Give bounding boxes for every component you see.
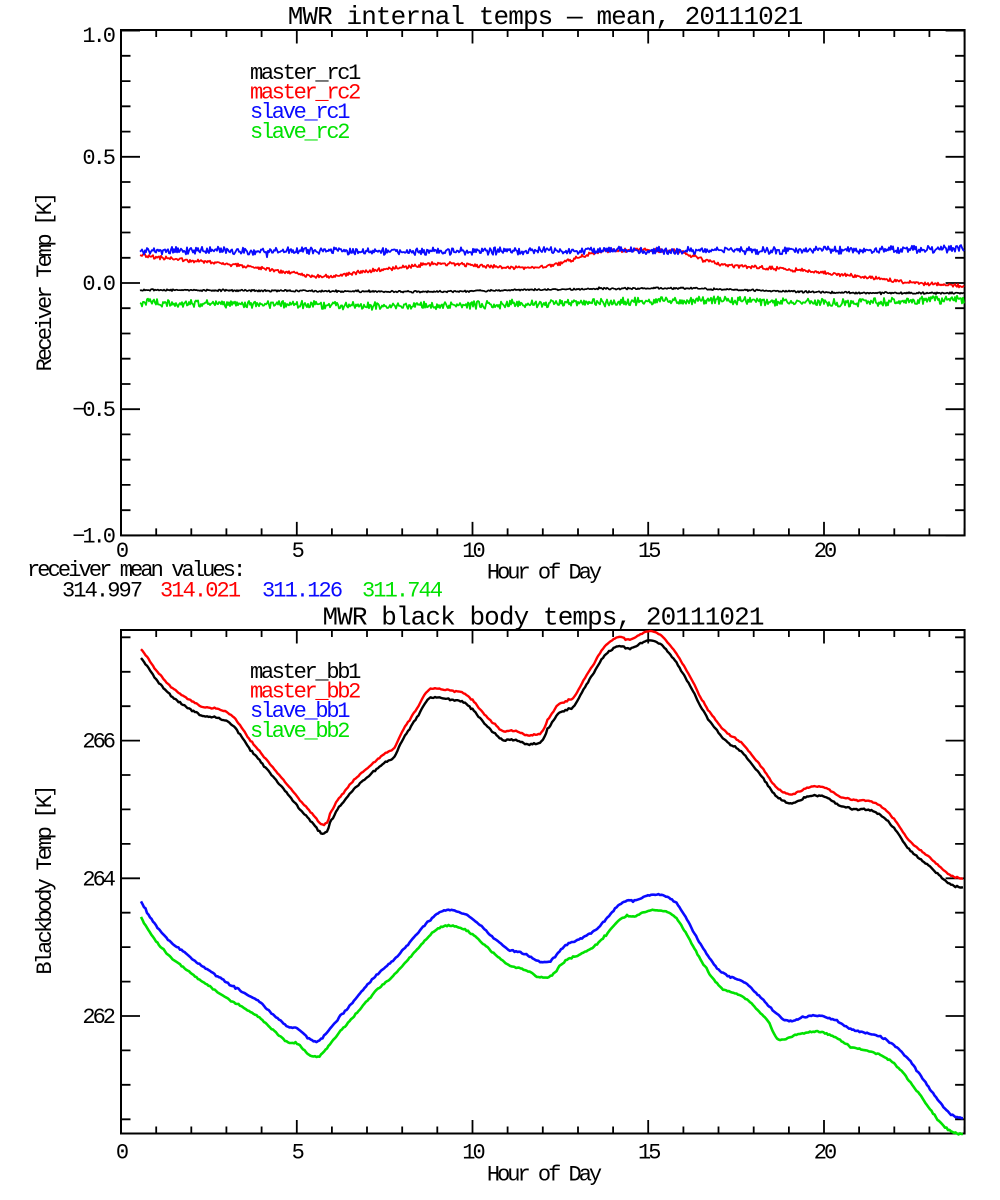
svg-text:15: 15 xyxy=(638,1141,660,1166)
svg-text:10: 10 xyxy=(462,539,484,564)
svg-text:0: 0 xyxy=(116,1141,128,1166)
svg-text:311.744: 311.744 xyxy=(362,579,443,604)
svg-text:311.126: 311.126 xyxy=(262,579,342,604)
svg-text:Receiver Temp [K]: Receiver Temp [K] xyxy=(33,195,58,372)
svg-text:Blackbody Temp [K]: Blackbody Temp [K] xyxy=(33,787,58,974)
svg-text:slave_bb2: slave_bb2 xyxy=(250,719,349,744)
svg-text:0.0: 0.0 xyxy=(82,272,114,297)
svg-text:5: 5 xyxy=(292,539,304,564)
svg-text:−0.5: −0.5 xyxy=(72,398,115,423)
svg-text:10: 10 xyxy=(462,1141,484,1166)
svg-text:master_bb1: master_bb1 xyxy=(250,660,361,685)
svg-text:20: 20 xyxy=(814,1141,836,1166)
svg-text:Hour of Day: Hour of Day xyxy=(487,561,602,586)
svg-text:slave_bb1: slave_bb1 xyxy=(250,699,350,724)
svg-text:0.5: 0.5 xyxy=(82,146,114,171)
svg-text:5: 5 xyxy=(292,1141,304,1166)
svg-text:−1.0: −1.0 xyxy=(72,524,115,549)
svg-text:MWR black body temps, 20111021: MWR black body temps, 20111021 xyxy=(322,603,763,633)
svg-text:slave_rc2: slave_rc2 xyxy=(250,120,349,145)
svg-text:1.0: 1.0 xyxy=(82,24,114,49)
svg-text:314.997: 314.997 xyxy=(62,579,142,604)
svg-text:slave_rc1: slave_rc1 xyxy=(250,100,350,125)
svg-text:15: 15 xyxy=(638,539,660,564)
svg-text:MWR internal temps — mean, 201: MWR internal temps — mean, 20111021 xyxy=(288,2,803,32)
svg-text:262: 262 xyxy=(82,1005,114,1030)
svg-text:receiver mean values:: receiver mean values: xyxy=(27,558,243,583)
svg-text:master_bb2: master_bb2 xyxy=(250,680,360,705)
svg-text:Hour of Day: Hour of Day xyxy=(487,1163,602,1188)
svg-text:master_rc2: master_rc2 xyxy=(250,81,360,106)
svg-text:master_rc1: master_rc1 xyxy=(250,61,361,86)
svg-text:264: 264 xyxy=(82,867,115,892)
svg-text:20: 20 xyxy=(814,539,836,564)
svg-text:314.021: 314.021 xyxy=(160,579,241,604)
svg-text:266: 266 xyxy=(82,730,114,755)
